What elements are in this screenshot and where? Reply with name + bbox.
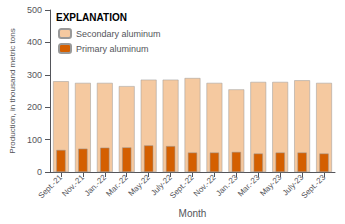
svg-text:200: 200	[27, 102, 42, 112]
svg-text:400: 400	[27, 37, 42, 47]
svg-text:300: 300	[27, 70, 42, 80]
svg-text:EXPLANATION: EXPLANATION	[56, 12, 127, 23]
svg-text:May-22: May-22	[127, 172, 153, 198]
svg-text:Sept.-21: Sept.-21	[36, 172, 64, 200]
svg-text:Jan.-23: Jan.-23	[214, 172, 240, 198]
svg-text:July-22: July-22	[149, 172, 174, 198]
svg-text:Nov.-21: Nov.-21	[60, 172, 86, 198]
svg-text:July-23: July-23	[280, 172, 306, 198]
svg-text:Nov.-22: Nov.-22	[192, 172, 218, 198]
svg-text:May-23: May-23	[258, 172, 284, 198]
svg-text:Sept.-22: Sept.-22	[168, 172, 196, 200]
svg-text:Jan.-22: Jan.-22	[83, 172, 109, 198]
svg-text:Mar.-22: Mar.-22	[104, 172, 130, 198]
svg-text:Production, in thousand metric: Production, in thousand metric tons	[8, 28, 17, 153]
svg-text:Primary aluminum: Primary aluminum	[76, 44, 149, 54]
svg-text:Sept.-23: Sept.-23	[300, 172, 328, 200]
svg-text:Month: Month	[179, 208, 207, 219]
svg-text:Secondary aluminum: Secondary aluminum	[76, 29, 161, 39]
svg-text:0: 0	[37, 167, 42, 177]
svg-text:500: 500	[27, 5, 42, 15]
svg-text:Mar.-23: Mar.-23	[236, 172, 262, 198]
svg-text:100: 100	[27, 135, 42, 145]
